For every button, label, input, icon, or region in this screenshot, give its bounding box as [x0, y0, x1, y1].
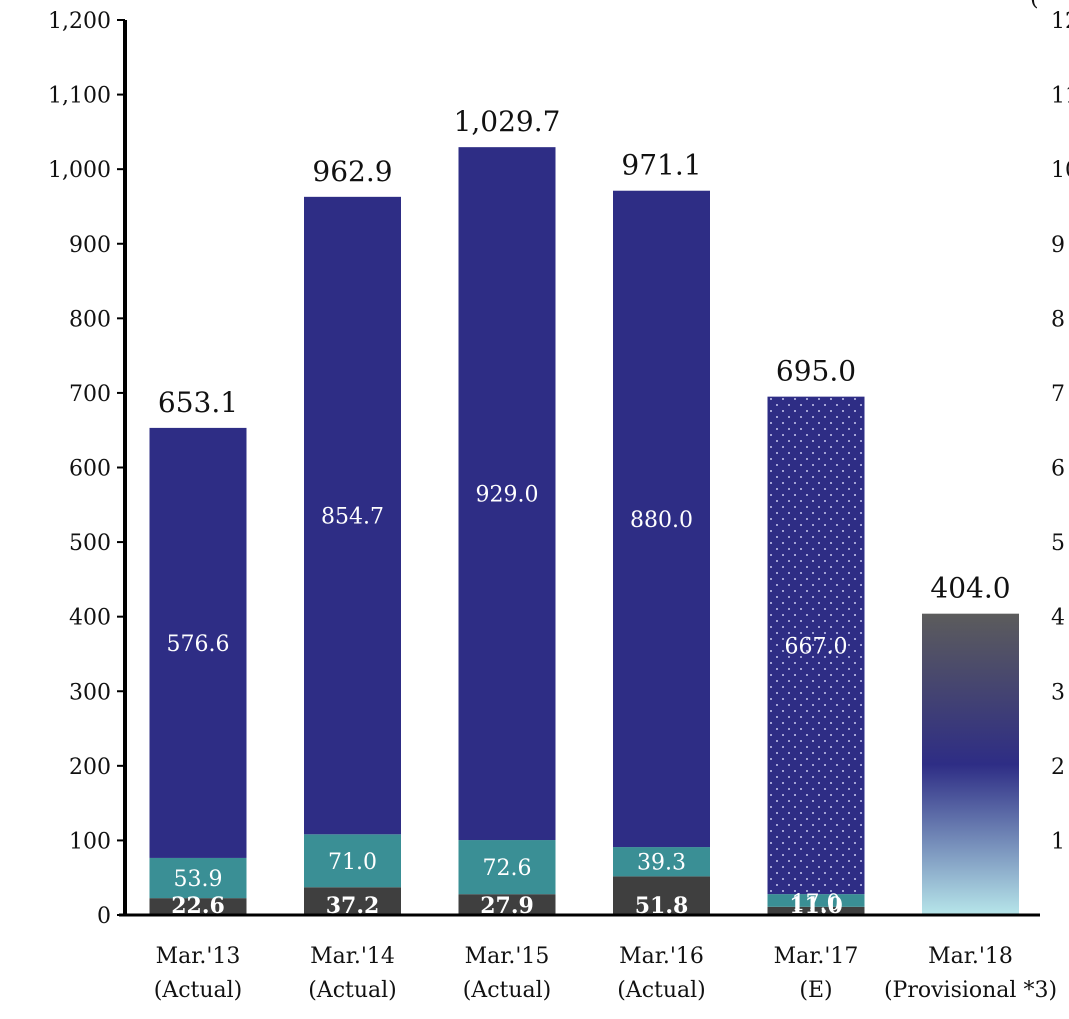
bar-segment-middle [767, 894, 865, 907]
y-tick-label: 500 [69, 531, 111, 556]
bar-segment-middle [458, 840, 556, 895]
right-axis-tick-label: 3 [1051, 680, 1065, 705]
bar-segment-bottom [458, 894, 556, 915]
right-axis-corner-text: ( [1030, 0, 1039, 11]
x-tick-label: Mar.'14 [310, 944, 395, 969]
data-label-total: 971.1 [621, 149, 701, 182]
y-tick-label: 200 [69, 755, 111, 780]
bar-segment-top [304, 196, 401, 835]
x-tick-sublabel: (Actual) [308, 978, 397, 1003]
right-axis-tick-label: 9 [1051, 233, 1065, 258]
bar-segment-top [767, 396, 865, 895]
y-tick-label: 400 [69, 606, 111, 631]
y-tick-label: 700 [69, 382, 111, 407]
right-axis-tick-label: 10 [1051, 158, 1069, 183]
data-label-total: 695.0 [776, 355, 856, 388]
right-axis-tick-label: 6 [1051, 457, 1065, 482]
data-label-middle: 71.0 [328, 850, 377, 875]
y-tick-label: 1,200 [48, 9, 111, 34]
right-axis-tick-label: 1 [1051, 829, 1065, 854]
x-tick-label: Mar.'16 [619, 944, 704, 969]
right-axis-tick-label: 12 [1051, 9, 1069, 34]
y-tick-label: 1,100 [48, 84, 111, 109]
bar-segment-bottom [767, 906, 865, 915]
bar-segment-top [613, 190, 710, 848]
y-tick-label: 800 [69, 307, 111, 332]
right-axis-tick-label: 8 [1051, 307, 1065, 332]
data-label-total: 1,029.7 [454, 105, 561, 138]
y-tick-label: 1,000 [48, 158, 111, 183]
x-tick-sublabel: (Actual) [463, 978, 552, 1003]
bar-segment-bottom [613, 876, 710, 915]
data-label-top: 880.0 [630, 508, 693, 533]
data-label-middle: 17.0 [792, 891, 841, 916]
bar-segment-top [458, 147, 556, 841]
right-axis-tick-label: 4 [1051, 606, 1065, 631]
x-tick-sublabel: (Actual) [154, 978, 243, 1003]
bar-segment-middle [149, 857, 247, 899]
y-tick-label: 900 [69, 233, 111, 258]
y-tick-label: 0 [97, 904, 111, 929]
bar-segment-top [149, 427, 247, 858]
bar-provisional [922, 613, 1019, 915]
data-label-top: 929.0 [476, 483, 539, 508]
right-axis-tick-label: 5 [1051, 531, 1065, 556]
data-label-total: 962.9 [312, 155, 392, 188]
data-label-middle: 72.6 [483, 856, 532, 881]
bar-segment-middle [304, 834, 401, 888]
data-label-middle: 39.3 [637, 851, 686, 876]
y-tick-label: 300 [69, 680, 111, 705]
x-tick-label: Mar.'15 [465, 944, 550, 969]
data-label-top: 854.7 [321, 505, 384, 530]
bar-segment-middle [613, 847, 710, 877]
y-tick-label: 100 [69, 829, 111, 854]
y-tick-label: 600 [69, 457, 111, 482]
x-tick-label: Mar.'17 [774, 944, 859, 969]
bar-segment-bottom [149, 898, 247, 915]
data-label-top: 667.0 [785, 634, 848, 659]
bar-segment-bottom [304, 887, 401, 915]
data-label-top: 576.6 [167, 632, 230, 657]
x-tick-label: Mar.'13 [156, 944, 241, 969]
right-axis-tick-label: 2 [1051, 755, 1065, 780]
right-axis-tick-label: 7 [1051, 382, 1065, 407]
data-label-total: 653.1 [158, 386, 238, 419]
x-tick-sublabel: (Provisional *3) [884, 978, 1057, 1003]
x-tick-sublabel: (E) [799, 978, 832, 1003]
data-label-total: 404.0 [930, 572, 1010, 605]
x-tick-sublabel: (Actual) [617, 978, 706, 1003]
data-label-middle: 53.9 [174, 867, 223, 892]
x-tick-label: Mar.'18 [928, 944, 1013, 969]
right-axis-tick-label: 11 [1051, 84, 1069, 109]
